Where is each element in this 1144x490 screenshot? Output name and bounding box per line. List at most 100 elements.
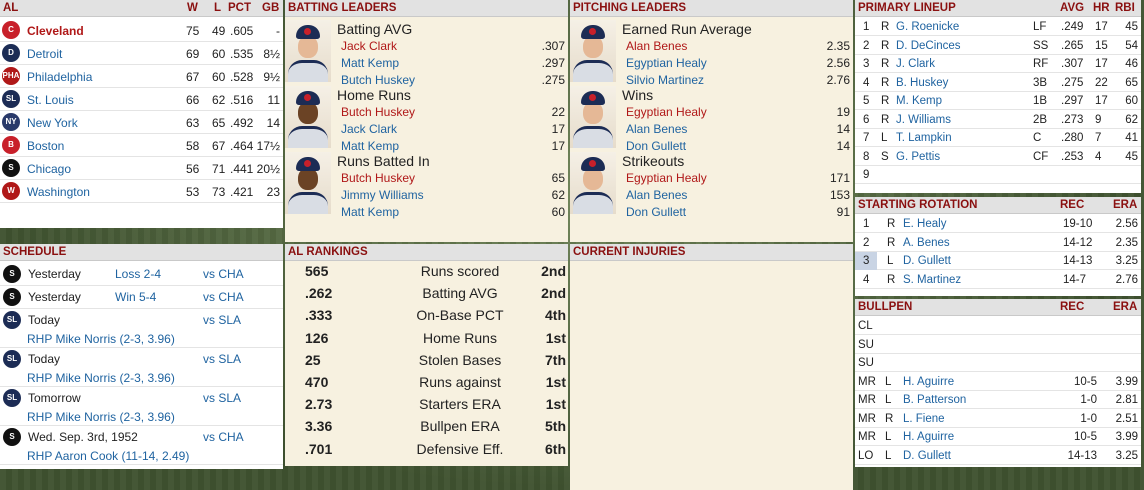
leader-category-title: Earned Run Average (622, 21, 752, 37)
player-photo[interactable] (285, 152, 331, 214)
schedule-probable-pitcher-link[interactable]: RHP Mike Norris (2-3, 3.96) (27, 410, 175, 424)
team-name-link[interactable]: Boston (27, 139, 65, 153)
standings-row[interactable]: W Washington 53 73 .421 23 (0, 180, 283, 203)
schedule-game[interactable]: S Wed. Sep. 3rd, 1952 vs CHA RHP Aaron Cook… (0, 426, 283, 465)
lineup-row[interactable]: 6 R J. Williams 2B .273 9 62 (855, 111, 1141, 129)
lineup-row[interactable]: 4 R B. Huskey 3B .275 22 65 (855, 74, 1141, 92)
schedule-probable-pitcher-link[interactable]: RHP Mike Norris (2-3, 3.96) (27, 332, 175, 346)
schedule-probable-pitcher-link[interactable]: RHP Mike Norris (2-3, 3.96) (27, 371, 175, 385)
lineup-row[interactable]: 7 L T. Lampkin C .280 7 41 (855, 129, 1141, 147)
player-photo[interactable] (285, 86, 331, 148)
bullpen-row[interactable]: MR L B. Patterson 1-0 2.81 (855, 391, 1141, 409)
bullpen-row[interactable]: CL (855, 317, 1141, 335)
standings-row[interactable]: B Boston 58 67 .464 17½ (0, 134, 283, 157)
standings-row[interactable]: C Cleveland 75 49 .605 - (0, 19, 283, 42)
leader-player-link[interactable]: Egyptian Healy (626, 105, 707, 119)
bullpen-row[interactable]: MR L H. Aguirre 10-5 3.99 (855, 373, 1141, 391)
team-name-link[interactable]: Detroit (27, 47, 63, 61)
bullpen-player-link[interactable]: L. Fiene (903, 412, 945, 425)
team-name-link[interactable]: Chicago (27, 162, 72, 176)
schedule-game[interactable]: SL Today vs SLA RHP Mike Norris (2-3, 3.96) (0, 309, 283, 348)
schedule-game[interactable]: S Yesterday Win 5-4 vs CHA (0, 286, 283, 309)
rotation-row[interactable]: 1 R E. Healy 19-10 2.56 (855, 215, 1141, 233)
schedule-opponent-link[interactable]: vs CHA (203, 430, 244, 444)
schedule-result-link[interactable]: Loss 2-4 (115, 267, 162, 281)
rotation-player-link[interactable]: D. Gullett (903, 255, 951, 267)
rotation-player-link[interactable]: A. Benes (903, 236, 950, 249)
schedule-game[interactable]: SL Tomorrow vs SLA RHP Mike Norris (2-3, 3.… (0, 387, 283, 426)
leader-player-link[interactable]: Matt Kemp (341, 56, 400, 70)
leader-player-link[interactable]: Alan Benes (626, 39, 688, 53)
leader-player-link[interactable]: Egyptian Healy (626, 56, 707, 70)
schedule-game[interactable]: S Yesterday Loss 2-4 vs CHA (0, 263, 283, 286)
leader-player-link[interactable]: Don Gullett (626, 139, 687, 153)
leader-player-link[interactable]: Butch Huskey (341, 171, 416, 185)
lineup-row[interactable]: 3 R J. Clark RF .307 17 46 (855, 55, 1141, 73)
lineup-player-link[interactable]: T. Lampkin (896, 132, 952, 144)
opponent-logo-icon: S (3, 428, 21, 446)
lineup-row[interactable]: 2 R D. DeCinces SS .265 15 54 (855, 37, 1141, 55)
player-photo[interactable] (570, 20, 616, 82)
lineup-row[interactable]: 1 R G. Roenicke LF .249 17 45 (855, 18, 1141, 36)
team-name-link[interactable]: Philadelphia (27, 70, 93, 84)
standings-row[interactable]: PHA Philadelphia 67 60 .528 9½ (0, 65, 283, 88)
lineup-player-link[interactable]: G. Pettis (896, 150, 941, 163)
schedule-opponent-link[interactable]: vs SLA (203, 352, 242, 366)
lineup-player-link[interactable]: J. Williams (896, 113, 951, 126)
schedule-opponent-link[interactable]: vs CHA (203, 290, 244, 304)
schedule-opponent-link[interactable]: vs SLA (203, 313, 242, 327)
standings-row[interactable]: D Detroit 69 60 .535 8½ (0, 42, 283, 65)
rotation-player-link[interactable]: S. Martinez (903, 273, 962, 286)
lineup-player-link[interactable]: B. Huskey (896, 76, 949, 89)
team-name-link[interactable]: Cleveland (27, 24, 84, 38)
player-photo[interactable] (570, 86, 616, 148)
bullpen-row[interactable]: SU (855, 336, 1141, 354)
bullpen-row[interactable]: MR R L. Fiene 1-0 2.51 (855, 410, 1141, 428)
bullpen-player-link[interactable]: D. Gullett (903, 449, 951, 462)
lineup-row[interactable]: 5 R M. Kemp 1B .297 17 60 (855, 92, 1141, 110)
bullpen-player-link[interactable]: H. Aguirre (903, 375, 955, 388)
player-photo[interactable] (285, 20, 331, 82)
team-name-link[interactable]: New York (27, 116, 78, 130)
leader-player-link[interactable]: Alan Benes (626, 188, 688, 202)
bullpen-player-link[interactable]: H. Aguirre (903, 431, 955, 443)
team-name-link[interactable]: St. Louis (27, 93, 74, 107)
lineup-player-link[interactable]: M. Kemp (896, 95, 943, 107)
leader-player-link[interactable]: Don Gullett (626, 205, 687, 219)
bullpen-row[interactable]: SU (855, 354, 1141, 372)
team-name-link[interactable]: Washington (27, 185, 90, 199)
leader-player-link[interactable]: Jimmy Williams (341, 188, 424, 202)
rotation-row[interactable]: 4 R S. Martinez 14-7 2.76 (855, 271, 1141, 289)
leader-player-link[interactable]: Egyptian Healy (626, 171, 707, 185)
lineup-player-link[interactable]: G. Roenicke (896, 21, 960, 33)
schedule-opponent-link[interactable]: vs SLA (203, 391, 242, 405)
standings-row[interactable]: SL St. Louis 66 62 .516 11 (0, 88, 283, 111)
standings-row[interactable]: S Chicago 56 71 .441 20½ (0, 157, 283, 180)
leader-player-link[interactable]: Matt Kemp (341, 139, 400, 153)
rotation-row[interactable]: 3 L D. Gullett 14-13 3.25 (855, 252, 1141, 270)
rotation-row[interactable]: 2 R A. Benes 14-12 2.35 (855, 234, 1141, 252)
leader-player-link[interactable]: Jack Clark (341, 122, 398, 136)
bullpen-row[interactable]: LO L D. Gullett 14-13 3.25 (855, 447, 1141, 465)
leader-player-link[interactable]: Alan Benes (626, 122, 688, 136)
leader-player-link[interactable]: Silvio Martinez (626, 73, 705, 87)
leader-player-link[interactable]: Jack Clark (341, 39, 398, 53)
player-photo[interactable] (570, 152, 616, 214)
lineup-row[interactable]: 8 S G. Pettis CF .253 4 45 (855, 148, 1141, 166)
leader-player-link[interactable]: Butch Huskey (341, 105, 416, 119)
bullpen-player-link[interactable]: B. Patterson (903, 394, 967, 406)
schedule-result-link[interactable]: Win 5-4 (115, 290, 157, 304)
leader-player-link[interactable]: Butch Huskey (341, 73, 416, 87)
lineup-player-link[interactable]: J. Clark (896, 58, 935, 70)
bullpen-record: 1-0 (1080, 394, 1097, 406)
lineup-row[interactable]: 9 (855, 166, 1141, 184)
schedule-probable-pitcher-link[interactable]: RHP Aaron Cook (11-14, 2.49) (27, 449, 190, 463)
schedule-opponent-link[interactable]: vs CHA (203, 267, 244, 281)
lineup-player-link[interactable]: D. DeCinces (896, 39, 961, 52)
bullpen-row[interactable]: MR L H. Aguirre 10-5 3.99 (855, 428, 1141, 446)
team-pct: .516 (230, 93, 254, 107)
rotation-player-link[interactable]: E. Healy (903, 218, 947, 230)
standings-row[interactable]: NY New York 63 65 .492 14 (0, 111, 283, 134)
leader-player-link[interactable]: Matt Kemp (341, 205, 400, 219)
schedule-game[interactable]: SL Today vs SLA RHP Mike Norris (2-3, 3.96) (0, 348, 283, 387)
